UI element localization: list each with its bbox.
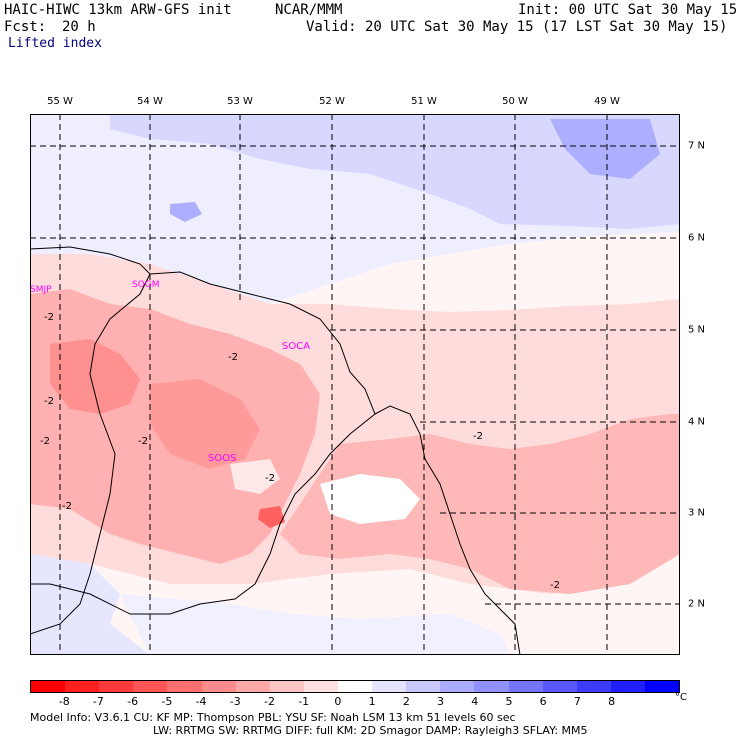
stable-core [550, 119, 660, 179]
colorbar-unit: °C [675, 692, 687, 703]
lat-label: 3 N [688, 507, 706, 519]
border-line [30, 413, 376, 615]
colorbar-tick-label: 5 [505, 695, 513, 708]
contour-label: -2 [550, 580, 560, 591]
station-label: SOCA [282, 341, 310, 352]
colorbar-swatch [406, 681, 441, 692]
colorbar-swatch [508, 681, 543, 692]
colorbar-swatch [99, 681, 134, 692]
contour-label: -2 [265, 473, 275, 484]
colorbar-swatch [610, 681, 645, 692]
colorbar-swatch [303, 681, 338, 692]
colorbar-tick-label: -7 [92, 695, 104, 708]
colorbar-swatch [235, 681, 270, 692]
station-label: SMJP [30, 285, 52, 295]
colorbar-tick-label: -8 [58, 695, 70, 708]
contour-label: -2 [138, 436, 148, 447]
border-line [30, 273, 151, 635]
colorbar-swatch [576, 681, 611, 692]
colorbar [30, 680, 680, 693]
colorbar-tick-label: 6 [539, 695, 547, 708]
colorbar-tick-label: 1 [368, 695, 376, 708]
stable-region [120, 594, 510, 655]
colorbar-swatch [201, 681, 236, 692]
colorbar-swatch [133, 681, 168, 692]
graticule [30, 114, 680, 655]
contour-label: -2 [44, 396, 54, 407]
colorbar-tick-label: 0 [334, 695, 342, 708]
colorbar-tick-label: 2 [402, 695, 410, 708]
unstable-core [150, 379, 260, 469]
colorbar-tick-label: 7 [573, 695, 581, 708]
lon-label: 52 W [319, 96, 345, 107]
colorbar-tick-label: -3 [229, 695, 241, 708]
unstable-region [280, 414, 680, 594]
lon-label: 50 W [502, 96, 528, 107]
colorbar-tick-label: 3 [437, 695, 445, 708]
colorbar-swatch [474, 681, 509, 692]
contour-label: -2 [40, 436, 50, 447]
field-name: Lifted index [8, 36, 102, 51]
init-time: Init: 00 UTC Sat 30 May 15 [518, 2, 738, 18]
contour-label: -2 [228, 352, 238, 363]
colorbar-tick-label: -1 [298, 695, 310, 708]
colorbar-swatch [31, 681, 66, 692]
colorbar-swatch [440, 681, 475, 692]
colorbar-swatch [644, 681, 680, 692]
colorbar-swatch [65, 681, 100, 692]
colorbar-swatch [372, 681, 407, 692]
lon-label: 54 W [137, 96, 163, 107]
station-label: SOOS [208, 453, 236, 464]
colorbar-swatch [269, 681, 304, 692]
lat-label: 6 N [688, 232, 706, 244]
colorbar-tick-label: -4 [195, 695, 207, 708]
colorbar-swatch [542, 681, 577, 692]
neutral-pocket [230, 459, 280, 494]
colorbar-tick-label: -6 [127, 695, 139, 708]
lon-label: 53 W [227, 96, 253, 107]
colorbar-swatch [167, 681, 202, 692]
fcst-label: Fcst: [4, 19, 47, 35]
colorbar-tick-label: -5 [161, 695, 173, 708]
lon-label: 55 W [47, 96, 73, 107]
model-info-line1: Model Info: V3.6.1 CU: KF MP: Thompson P… [30, 711, 516, 724]
lat-label: 2 N [688, 598, 706, 610]
map-frame [30, 114, 680, 655]
colorbar-tick-label: 8 [608, 695, 616, 708]
lon-label: 51 W [411, 96, 437, 107]
model-info-line2: LW: RRTMG SW: RRTMG DIFF: full KM: 2D Sm… [153, 724, 588, 737]
stable-core [170, 202, 202, 222]
coastline [30, 246, 521, 655]
lon-label: 49 W [594, 96, 620, 107]
contour-label: -2 [473, 431, 483, 442]
colorbar-tick-label: -2 [263, 695, 275, 708]
contour-label: -2 [62, 501, 72, 512]
valid-time: Valid: 20 UTC Sat 30 May 15 (17 LST Sat … [306, 19, 728, 35]
org-label: NCAR/MMM [275, 2, 343, 18]
stable-region [110, 114, 680, 229]
fcst-value: 20 h [62, 19, 96, 35]
contour-label: -2 [44, 312, 54, 323]
station-label: SOGM [132, 280, 160, 290]
lat-label: 5 N [688, 324, 706, 336]
unstable-core [258, 506, 285, 528]
lat-label: 7 N [688, 140, 706, 152]
neutral-pocket [320, 474, 420, 524]
lat-label: 4 N [688, 416, 706, 428]
lifted-index-map: SMJP SOGM SOCA SOOS -2 -2 -2 -2 -2 -2 -2… [30, 114, 680, 655]
unstable-core [50, 339, 140, 414]
colorbar-tick-label: 4 [471, 695, 479, 708]
colorbar-swatch [337, 681, 373, 692]
model-title: HAIC-HIWC 13km ARW-GFS init [4, 2, 232, 18]
